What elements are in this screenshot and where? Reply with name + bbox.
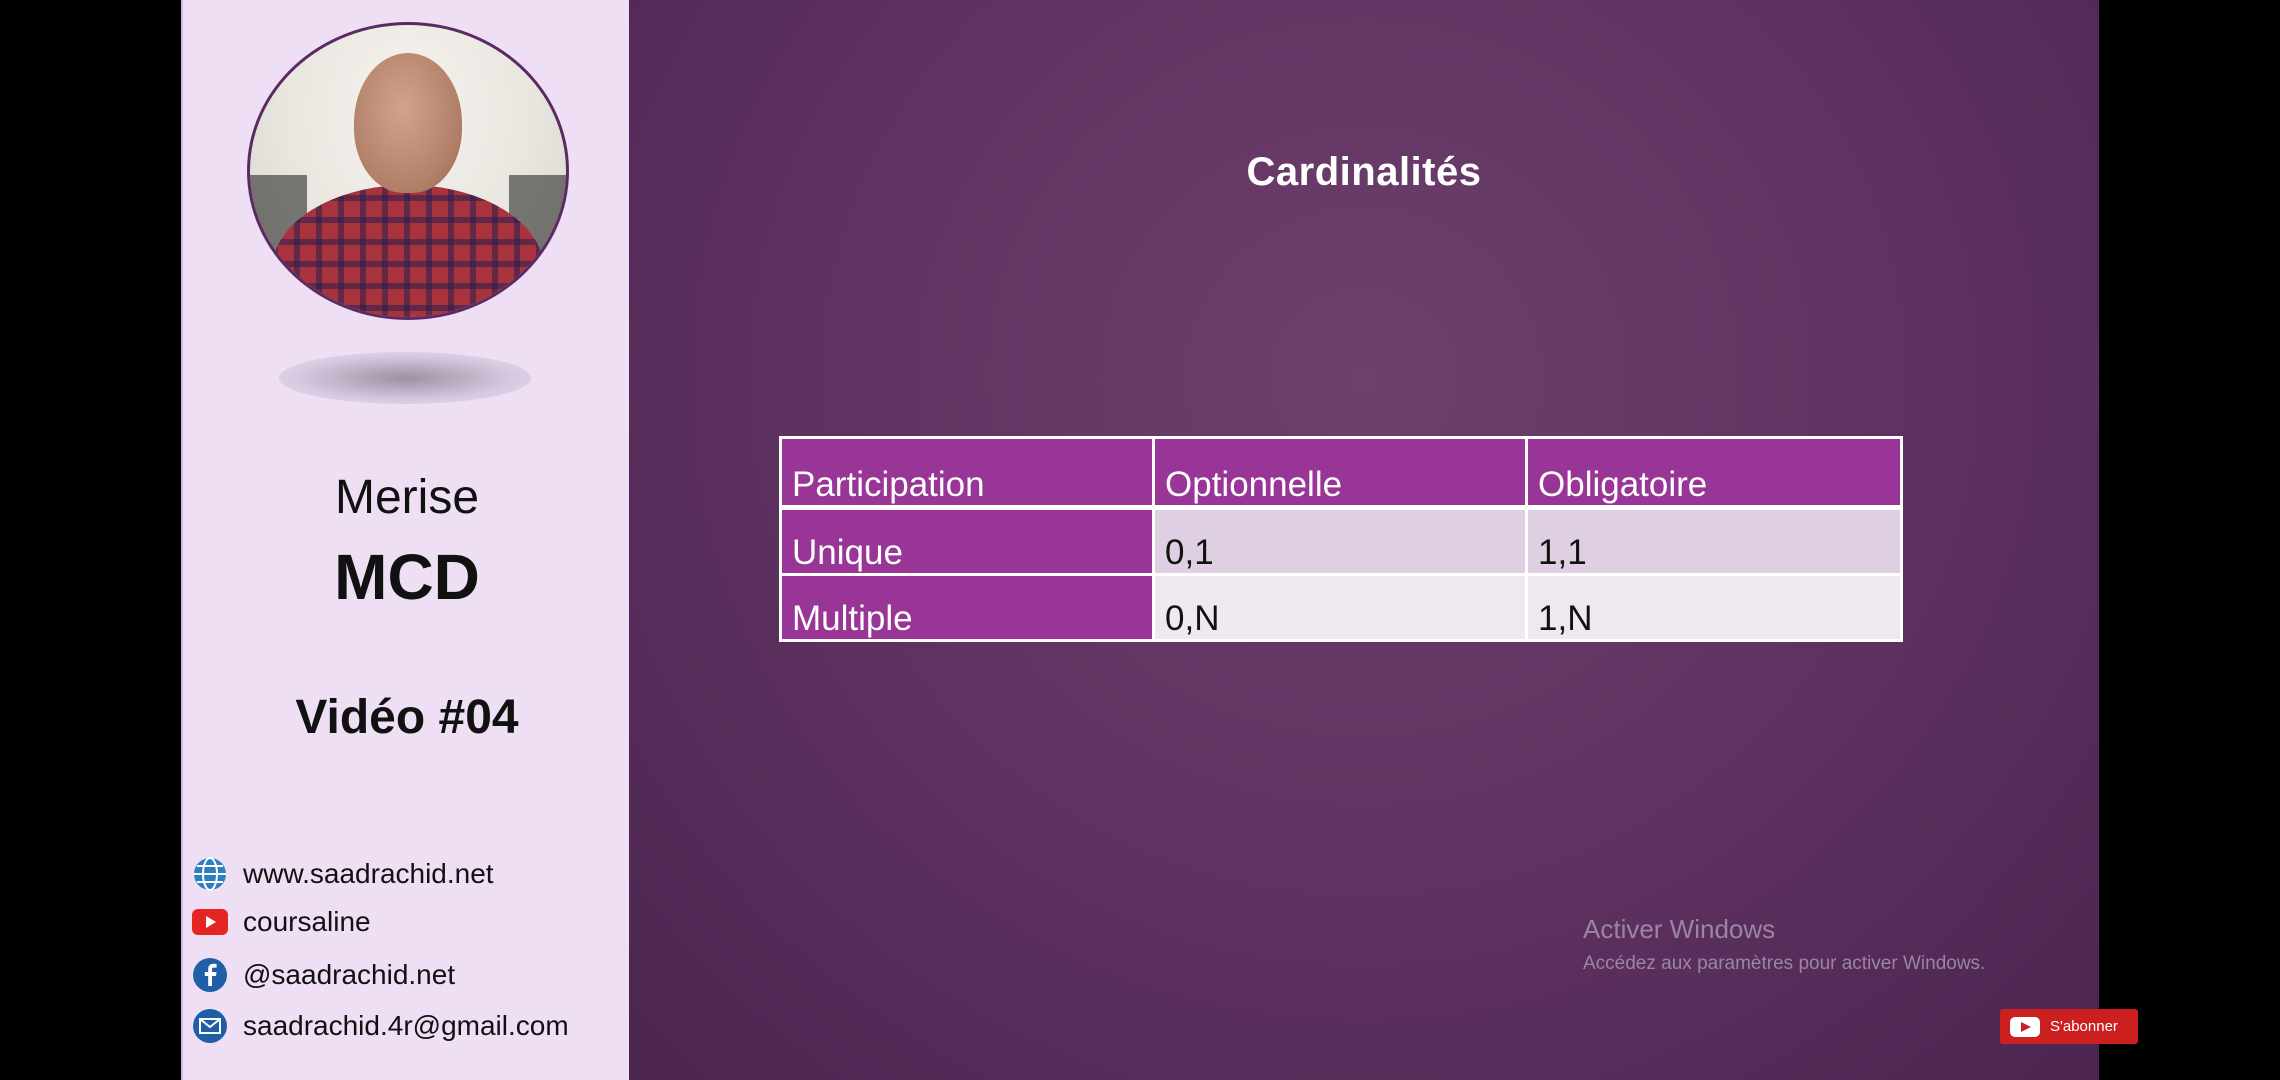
table-header-row: Participation Optionnelle Obligatoire bbox=[779, 436, 1903, 510]
row-label: Unique bbox=[779, 506, 1155, 576]
table-cell: 1,1 bbox=[1525, 506, 1903, 576]
info-sidebar: Merise MCD Vidéo #04 www.saadrachid.net bbox=[181, 0, 631, 1080]
contact-email: saadrachid.4r@gmail.com bbox=[191, 1006, 569, 1046]
table-header-cell: Obligatoire bbox=[1525, 436, 1903, 510]
contact-youtube: coursaline bbox=[191, 902, 371, 942]
row-label: Multiple bbox=[779, 573, 1155, 642]
email-text: saadrachid.4r@gmail.com bbox=[243, 1010, 569, 1041]
presentation-slide: Cardinalités Participation Optionnelle O… bbox=[629, 0, 2099, 1080]
table-header-cell: Participation bbox=[779, 436, 1155, 510]
watermark-title: Activer Windows bbox=[1583, 914, 1776, 944]
youtube-icon bbox=[2010, 1016, 2040, 1037]
contact-website: www.saadrachid.net bbox=[191, 854, 494, 894]
table-cell: 0,1 bbox=[1152, 506, 1528, 576]
contact-facebook: @saadrachid.net bbox=[191, 955, 455, 995]
table-row: Multiple 0,N 1,N bbox=[779, 573, 1903, 642]
table-cell: 1,N bbox=[1525, 573, 1903, 642]
slide-title: Cardinalités bbox=[1246, 150, 1482, 194]
activation-watermark: Activer Windows Accédez aux paramètres p… bbox=[1583, 914, 1985, 975]
subscribe-button[interactable]: S'abonner bbox=[2000, 1009, 2138, 1044]
video-frame: Merise MCD Vidéo #04 www.saadrachid.net bbox=[181, 0, 2099, 1080]
youtube-text: coursaline bbox=[243, 906, 371, 937]
avatar-shadow bbox=[279, 352, 531, 404]
video-number: Vidéo #04 bbox=[295, 691, 519, 744]
facebook-icon bbox=[191, 956, 229, 994]
youtube-icon bbox=[191, 903, 229, 941]
subscribe-label: S'abonner bbox=[2050, 1018, 2118, 1035]
facebook-text: @saadrachid.net bbox=[243, 959, 456, 990]
table-row: Unique 0,1 1,1 bbox=[779, 506, 1903, 576]
course-title: Merise bbox=[334, 471, 480, 524]
globe-icon bbox=[191, 855, 229, 893]
table-cell: 0,N bbox=[1152, 573, 1528, 642]
presenter-avatar bbox=[247, 22, 569, 320]
mail-icon bbox=[191, 1007, 229, 1045]
subject-title: MCD bbox=[334, 541, 480, 613]
website-text: www.saadrachid.net bbox=[243, 858, 494, 889]
table-header-cell: Optionnelle bbox=[1152, 436, 1528, 510]
watermark-subtitle: Accédez aux paramètres pour activer Wind… bbox=[1583, 953, 1986, 974]
cardinality-table: Participation Optionnelle Obligatoire Un… bbox=[779, 436, 1903, 642]
